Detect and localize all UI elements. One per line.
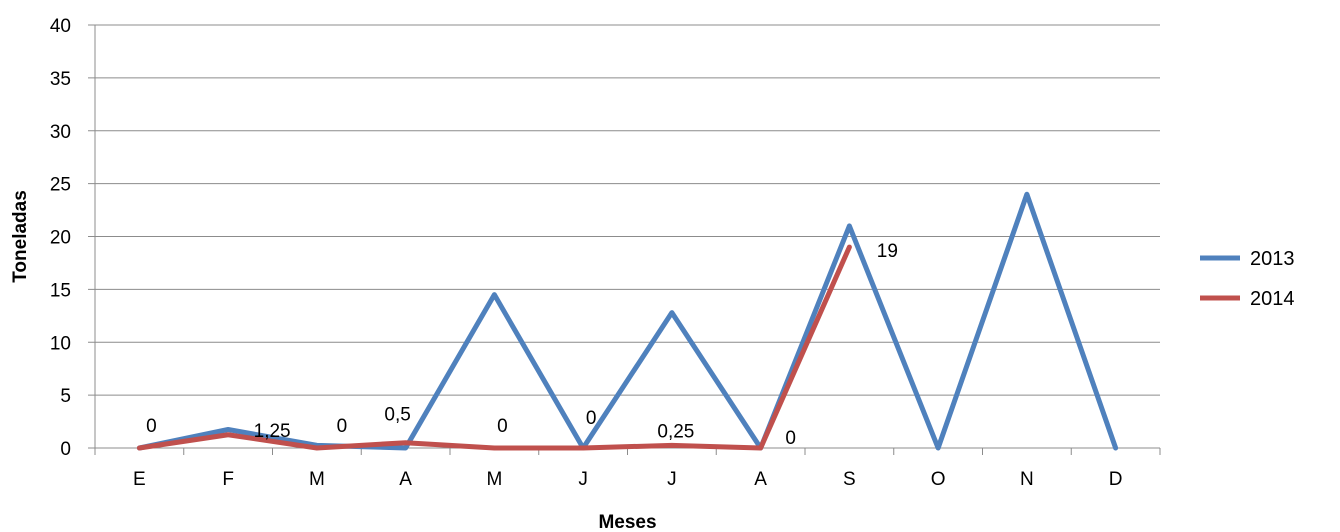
x-tick-label: E	[133, 469, 146, 490]
data-label-2014: 0,25	[657, 421, 694, 442]
y-axis-title: Toneladas	[10, 190, 31, 283]
x-tick-label: F	[222, 469, 234, 490]
data-label-2014: 0	[337, 416, 348, 437]
data-label-2014: 1,25	[254, 421, 291, 442]
x-tick-label: A	[754, 469, 767, 490]
data-label-2014: 0	[497, 416, 508, 437]
data-label-2014: 0,5	[384, 405, 410, 426]
series-lines	[136, 191, 1119, 451]
data-labels: 0 1,25 0 0,5 0 0 0,25 0 19	[146, 241, 898, 449]
y-tick-label: 15	[50, 280, 71, 301]
series-line-2014	[136, 244, 852, 451]
data-label-2014: 0	[586, 408, 597, 429]
legend-label-2014: 2014	[1250, 288, 1295, 310]
series-line-2013	[136, 191, 1119, 451]
x-tick-label: O	[931, 469, 946, 490]
data-label-2014: 0	[146, 416, 157, 437]
y-tick-labels: 0 5 10 15 20 25 30 35 40	[50, 16, 71, 460]
y-tick-label: 40	[50, 16, 71, 37]
y-tick-label: 0	[60, 439, 71, 460]
legend-label-2013: 2013	[1250, 248, 1295, 270]
y-tick-label: 25	[50, 175, 71, 196]
y-tick-label: 20	[50, 228, 71, 249]
x-tick-label: N	[1020, 469, 1034, 490]
x-tick-label: M	[309, 469, 325, 490]
data-label-2014: 19	[877, 241, 898, 262]
y-tick-label: 10	[50, 333, 71, 354]
x-tick-label: M	[486, 469, 502, 490]
x-tick-label: S	[843, 469, 856, 490]
x-tick-label: A	[399, 469, 412, 490]
y-tick-label: 30	[50, 122, 71, 143]
axes	[88, 24, 1161, 455]
x-tick-label: J	[578, 469, 588, 490]
y-tick-label: 35	[50, 69, 71, 90]
x-tick-label: D	[1109, 469, 1123, 490]
x-axis-title: Meses	[598, 512, 656, 532]
x-tick-label: J	[667, 469, 677, 490]
legend: 2013 2014	[1200, 248, 1295, 310]
y-tick-label: 5	[60, 386, 71, 407]
gridlines	[95, 24, 1160, 396]
data-label-2014: 0	[785, 428, 796, 449]
